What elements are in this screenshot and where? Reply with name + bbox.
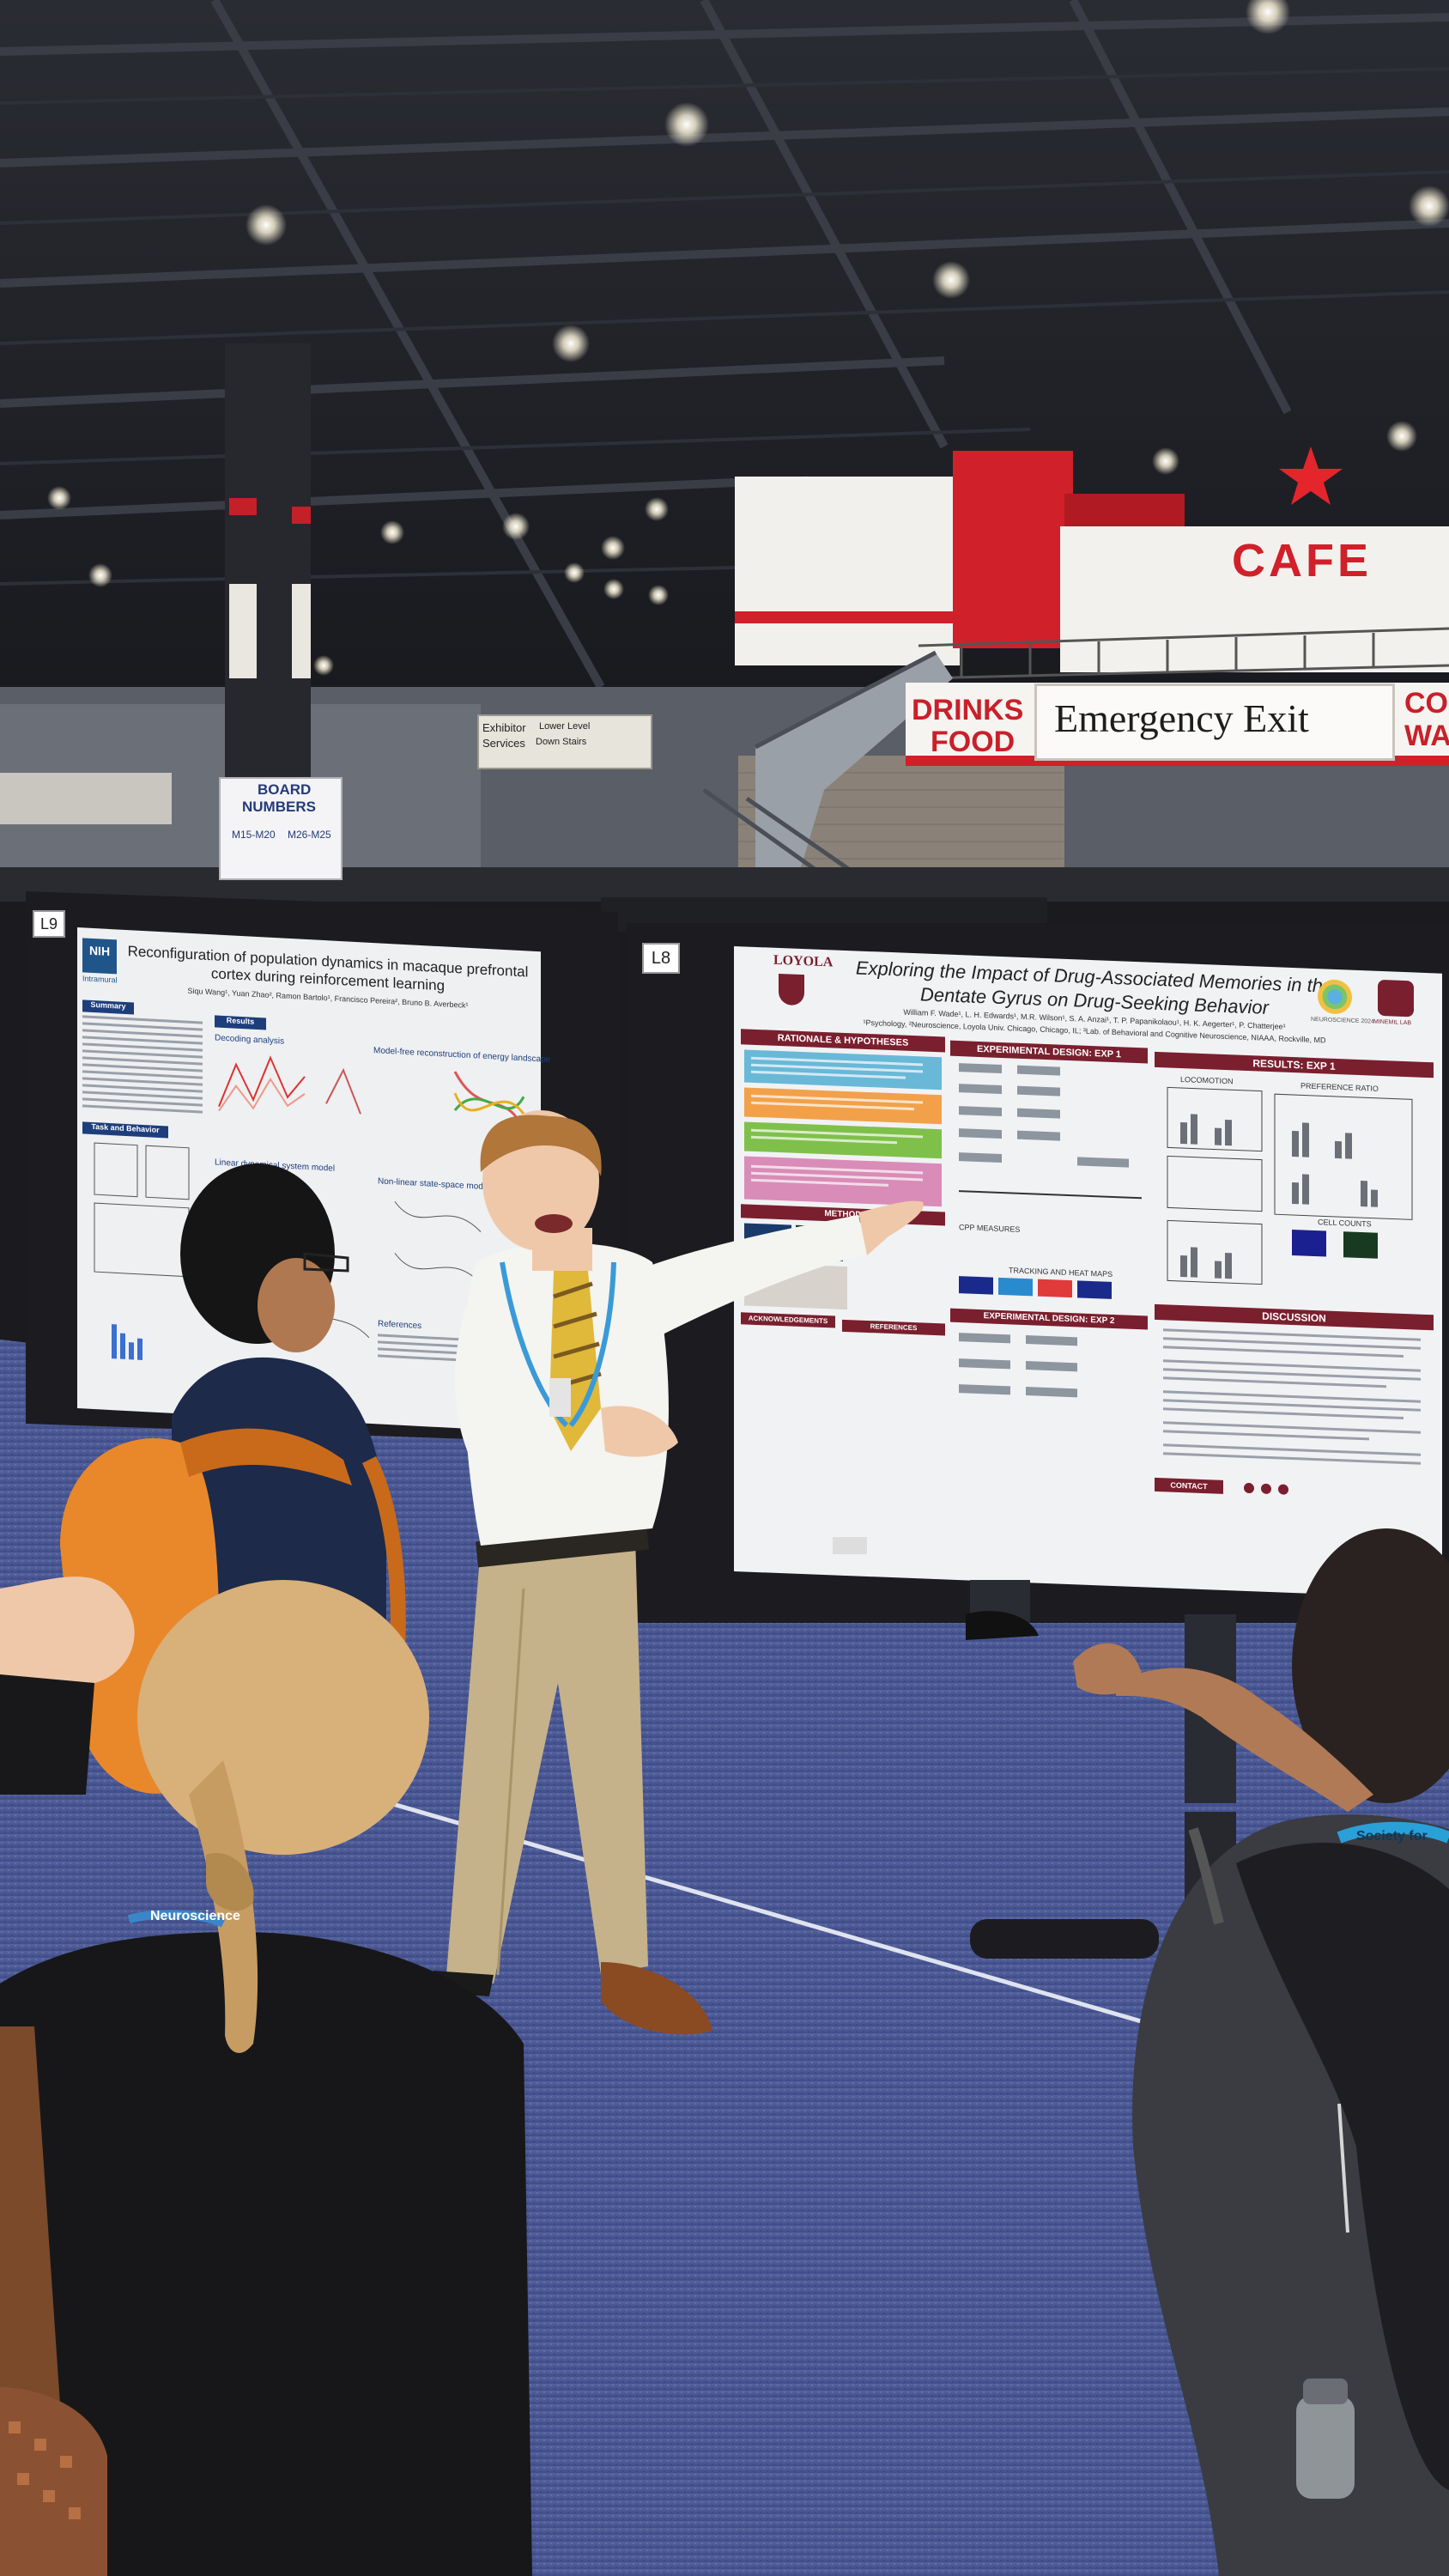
visitor-photographer-hair — [1292, 1528, 1449, 1803]
visitor-photographer-arm — [1116, 1668, 1373, 1812]
visitor-blonde-hair — [137, 1580, 429, 1855]
raised-hand-left — [0, 1577, 135, 1687]
directional-sign — [477, 714, 652, 769]
ceiling-trusses — [0, 0, 1449, 690]
escalator — [755, 653, 953, 876]
emergency-exit-sign — [1034, 683, 1395, 761]
lanyard-society-text: Society for — [1356, 1829, 1428, 1844]
visitor-photographer: Society for — [1073, 1528, 1449, 2576]
cafe-sign: CAFE — [1232, 535, 1372, 586]
directional-text-1: Exhibitor — [482, 721, 526, 734]
board-range-2: M26-M25 — [288, 829, 331, 841]
presenter-right-hand — [601, 1406, 678, 1457]
food-sign: FOOD — [931, 726, 1016, 758]
board-label-l9: L9 — [33, 910, 65, 938]
water-bottle — [1296, 2396, 1355, 2499]
poster-left-figures — [82, 1015, 525, 1364]
camera-tripod-case — [970, 1919, 1159, 1959]
presenter-pointing-hand — [858, 1200, 924, 1255]
presenter-shoe-right — [601, 1962, 712, 2035]
cut-off-sign-bottom: WA — [1404, 720, 1449, 752]
star-icon — [1279, 447, 1343, 505]
cut-off-sign-top: CO — [1404, 687, 1448, 720]
ceiling-lights — [47, 0, 1449, 676]
lanyard-neuroscience-text: Neuroscience — [150, 1909, 240, 1923]
directional-text-4: Down Stairs — [536, 737, 587, 747]
visitor-blonde: Neuroscience — [0, 1580, 532, 2576]
visitor-photographer-hand — [1073, 1643, 1142, 1695]
presenter-left-arm — [635, 1215, 867, 1335]
visitor-blonde-shirt — [0, 1932, 532, 2576]
board-range-1: M15-M20 — [232, 829, 276, 841]
pillar — [225, 343, 311, 790]
upper-wall-white — [735, 477, 960, 665]
mezzanine-railing — [918, 627, 1449, 680]
presenter — [429, 1110, 924, 2035]
poster-right: LOYOLA Exploring the Impact of Drug-Asso… — [734, 946, 1442, 1599]
board-numbers-title-1: BOARD — [258, 781, 312, 798]
poster-right-figures — [744, 1049, 1421, 1495]
presenter-hair — [480, 1115, 602, 1176]
board-numbers-sign — [219, 777, 343, 880]
black-backpack — [1236, 1843, 1449, 2490]
cafe-wall — [1060, 526, 1449, 672]
visitor-backpack-face — [258, 1258, 335, 1352]
poster-left: NIH Intramural Reconfiguration of popula… — [77, 927, 550, 1433]
drinks-sign: DRINKS — [912, 694, 1024, 726]
ceiling-ductwork — [0, 67, 1449, 586]
emergency-exit-text: Emergency Exit — [1054, 696, 1309, 740]
red-wall-panel — [953, 451, 1073, 648]
directional-text-2: Services — [482, 737, 525, 750]
board-label-l8: L8 — [642, 943, 680, 974]
board-numbers-title-2: NUMBERS — [242, 799, 316, 815]
presenter-trousers — [446, 1537, 648, 1984]
directional-text-3: Lower Level — [539, 721, 591, 732]
shoulder-bag — [0, 2387, 107, 2576]
